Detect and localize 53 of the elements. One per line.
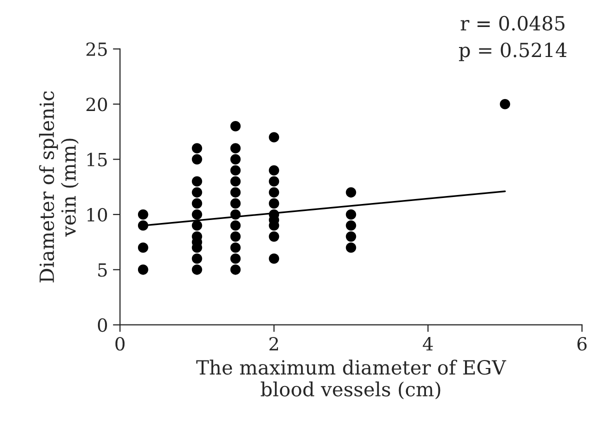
point xyxy=(138,220,148,231)
point xyxy=(230,154,241,164)
point xyxy=(230,165,241,176)
point xyxy=(230,121,241,132)
x-tick-label: 2 xyxy=(269,336,278,350)
point xyxy=(192,143,202,154)
point xyxy=(192,220,202,231)
point xyxy=(268,187,280,198)
point xyxy=(192,176,202,187)
point xyxy=(346,231,356,242)
point xyxy=(268,176,280,187)
text: r = 0.0485 xyxy=(460,16,564,31)
point xyxy=(138,209,148,220)
point xyxy=(192,154,202,164)
point xyxy=(230,231,241,242)
point xyxy=(346,187,356,198)
point xyxy=(268,132,280,142)
annotation: p = 0.5214 xyxy=(458,42,567,62)
point xyxy=(500,98,510,110)
point xyxy=(230,209,241,220)
point xyxy=(230,242,241,253)
y-tick-label: 10 xyxy=(87,208,107,222)
point xyxy=(138,242,148,253)
point xyxy=(192,253,202,264)
point xyxy=(346,242,356,253)
point xyxy=(192,198,202,209)
point xyxy=(230,187,241,198)
y-axis-title: Diameter of splenic vein (mm) xyxy=(39,91,79,282)
y-tick-label: 5 xyxy=(98,263,107,277)
point xyxy=(230,220,241,231)
point xyxy=(192,187,202,198)
y-tick-label: 15 xyxy=(87,152,107,166)
y-tick-label: 20 xyxy=(86,98,107,112)
point xyxy=(230,176,241,187)
point xyxy=(268,165,280,176)
point xyxy=(192,209,202,220)
x-tick-label: 6 xyxy=(577,336,587,351)
point xyxy=(346,209,356,220)
x-tick-label: 4 xyxy=(422,336,433,350)
point xyxy=(230,253,241,264)
point xyxy=(138,264,148,275)
y-tick-label: 25 xyxy=(86,42,107,56)
point xyxy=(346,220,356,231)
point xyxy=(230,198,241,209)
point xyxy=(230,143,241,154)
x-axis-title: The maximum diameter of EGV blood vessels (cm) xyxy=(196,360,506,400)
y-tick-label: 0 xyxy=(98,318,107,332)
point xyxy=(192,264,202,275)
point xyxy=(268,198,280,209)
point xyxy=(230,264,241,275)
point xyxy=(268,253,280,264)
x-tick-label: 0 xyxy=(115,336,125,351)
point xyxy=(268,231,280,242)
